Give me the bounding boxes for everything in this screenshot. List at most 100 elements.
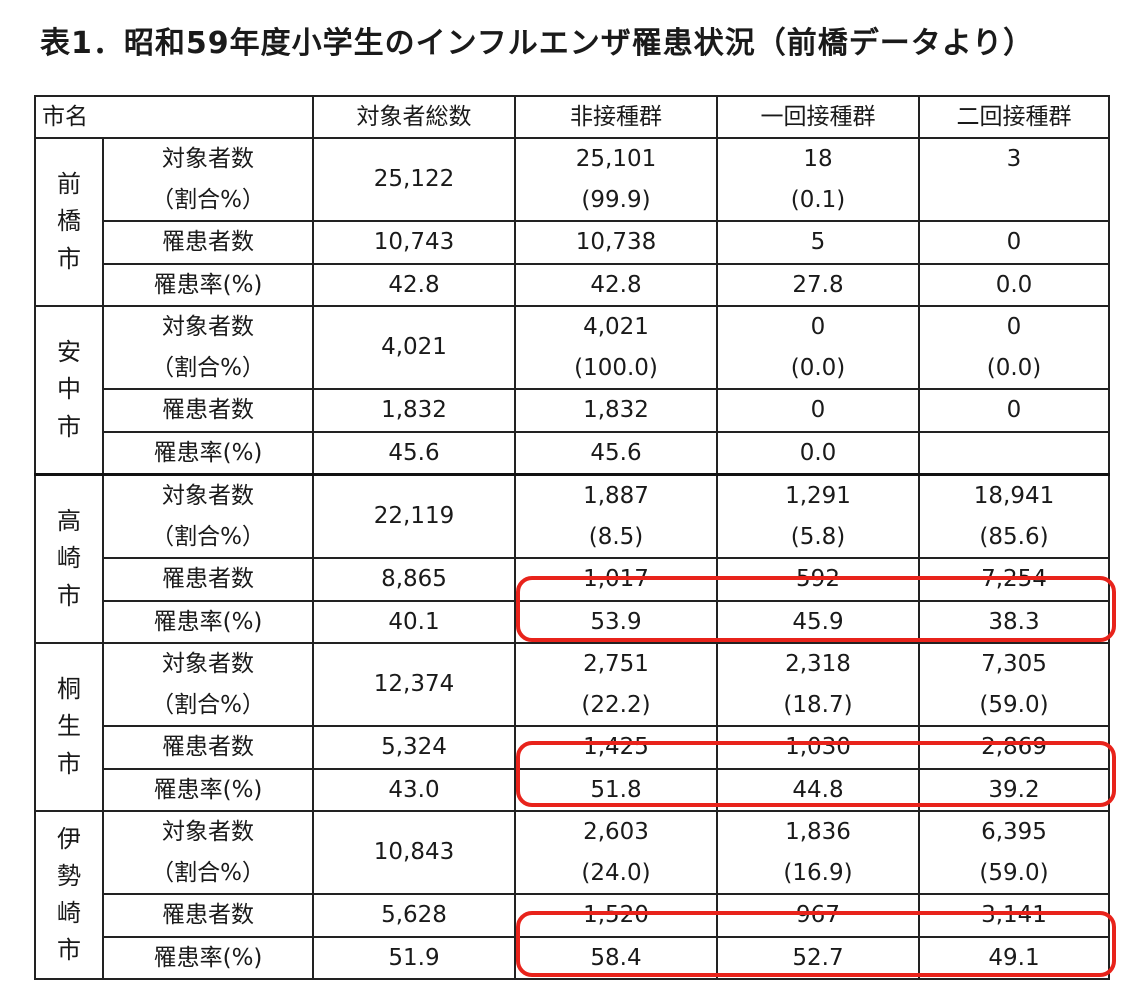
total-rate: 45.6 xyxy=(312,430,516,476)
total-rate: 42.8 xyxy=(312,262,516,307)
subjects-cell: 1,836 xyxy=(716,810,920,853)
patients-cell: 0 xyxy=(918,388,1110,433)
subjects-cell: 1,887 xyxy=(514,473,718,517)
table-row: （割合%） (22.2) (18.7) (59.0) xyxy=(35,684,1110,727)
total-rate: 43.0 xyxy=(312,767,516,812)
row-label: 対象者数 xyxy=(102,642,314,685)
rate-cell: 27.8 xyxy=(716,262,920,307)
rate-cell: 45.6 xyxy=(514,430,718,476)
subjects-cell: 2,751 xyxy=(514,642,718,685)
table-row: 罹患者数 1,832 1,832 0 0 xyxy=(35,388,1110,433)
table-row: 罹患者数 5,324 1,425 1,030 2,869 xyxy=(35,725,1110,770)
row-label: 罹患者数 xyxy=(102,893,314,938)
patients-cell: 1,017 xyxy=(514,557,718,602)
row-label: （割合%） xyxy=(102,347,314,390)
patients-cell: 2,869 xyxy=(918,725,1110,770)
row-label: 対象者数 xyxy=(102,305,314,348)
total-subjects: 25,122 xyxy=(312,137,516,222)
city-name: 前橋市 xyxy=(34,137,104,307)
total-subjects: 22,119 xyxy=(312,473,516,559)
rate-cell: 0.0 xyxy=(918,262,1110,307)
table-row: 前橋市 対象者数 25,122 25,101 18 3 xyxy=(34,137,1110,307)
ratio-cell: (22.2) xyxy=(514,684,718,727)
ratio-cell: (0.0) xyxy=(716,347,920,390)
ratio-cell: (99.9) xyxy=(514,179,718,222)
column-header: 市名 xyxy=(34,95,314,139)
total-patients: 8,865 xyxy=(312,557,516,602)
row-label: 罹患率(%) xyxy=(102,262,314,307)
city-name-text: 高崎市 xyxy=(57,507,81,610)
column-header: 一回接種群 xyxy=(716,95,920,139)
subjects-cell: 2,318 xyxy=(716,642,920,685)
city-name-text: 桐生市 xyxy=(57,675,81,778)
rate-cell: 0.0 xyxy=(716,430,920,476)
subjects-cell: 7,305 xyxy=(918,642,1110,685)
column-header: 対象者総数 xyxy=(312,95,516,139)
patients-cell: 1,030 xyxy=(716,725,920,770)
city-name: 伊勢崎市 xyxy=(34,810,104,980)
ratio-cell xyxy=(918,179,1110,222)
subjects-cell: 18,941 xyxy=(918,473,1110,517)
column-header: 二回接種群 xyxy=(918,95,1110,139)
subjects-cell: 1,291 xyxy=(716,473,920,517)
patients-cell: 1,425 xyxy=(514,725,718,770)
total-rate: 40.1 xyxy=(312,599,516,644)
total-subjects: 12,374 xyxy=(312,642,516,727)
patients-cell: 3,141 xyxy=(918,893,1110,938)
ratio-cell: (24.0) xyxy=(514,852,718,895)
table-row: 罹患者数 10,743 10,738 5 0 xyxy=(35,220,1110,265)
table-row: （割合%） (100.0) (0.0) (0.0) xyxy=(35,347,1110,390)
header-row: 市名 対象者総数 非接種群 一回接種群 二回接種群 xyxy=(34,95,1110,139)
city-name: 安中市 xyxy=(34,305,104,476)
subjects-cell: 3 xyxy=(918,137,1110,180)
total-rate: 51.9 xyxy=(312,935,516,980)
city-name-text: 前橋市 xyxy=(57,170,81,273)
subjects-cell: 25,101 xyxy=(514,137,718,180)
total-patients: 1,832 xyxy=(312,388,516,433)
patients-cell: 7,254 xyxy=(918,557,1110,602)
ratio-cell: (85.6) xyxy=(918,516,1110,559)
patients-cell: 967 xyxy=(716,893,920,938)
subjects-cell: 2,603 xyxy=(514,810,718,853)
ratio-cell: (59.0) xyxy=(918,684,1110,727)
table-row: （割合%） (24.0) (16.9) (59.0) xyxy=(35,852,1110,895)
rate-cell xyxy=(918,430,1110,476)
row-label: （割合%） xyxy=(102,516,314,559)
patients-cell: 5 xyxy=(716,220,920,265)
row-label: 罹患率(%) xyxy=(102,430,314,476)
patients-cell: 592 xyxy=(716,557,920,602)
table-row: 罹患者数 8,865 1,017 592 7,254 xyxy=(35,557,1110,602)
row-label: 罹患率(%) xyxy=(102,935,314,980)
table-row: （割合%） (99.9) (0.1) xyxy=(35,179,1110,222)
table-row: 伊勢崎市 対象者数 10,843 2,603 1,836 6,395 xyxy=(34,810,1110,980)
table-row: 桐生市 対象者数 12,374 2,751 2,318 7,305 xyxy=(34,642,1110,812)
city-name: 高崎市 xyxy=(34,473,104,644)
row-label: 対象者数 xyxy=(102,137,314,180)
row-label: （割合%） xyxy=(102,179,314,222)
rate-cell: 39.2 xyxy=(918,767,1110,812)
rate-cell: 42.8 xyxy=(514,262,718,307)
patients-cell: 1,832 xyxy=(514,388,718,433)
ratio-cell: (59.0) xyxy=(918,852,1110,895)
ratio-cell: (100.0) xyxy=(514,347,718,390)
city-name-text: 伊勢崎市 xyxy=(57,824,81,965)
row-label: 対象者数 xyxy=(102,473,314,517)
ratio-cell: (5.8) xyxy=(716,516,920,559)
subjects-cell: 18 xyxy=(716,137,920,180)
rate-cell: 52.7 xyxy=(716,935,920,980)
column-header: 非接種群 xyxy=(514,95,718,139)
row-label: 罹患率(%) xyxy=(102,767,314,812)
city-name: 桐生市 xyxy=(34,642,104,812)
table-row: 罹患率(%) 40.1 53.9 45.9 38.3 xyxy=(35,599,1110,644)
patients-cell: 0 xyxy=(918,220,1110,265)
row-label: 罹患者数 xyxy=(102,725,314,770)
ratio-cell: (0.1) xyxy=(716,179,920,222)
city-name-text: 安中市 xyxy=(57,338,81,441)
table-row: 高崎市 対象者数 22,119 1,887 1,291 18,941 xyxy=(34,473,1110,644)
total-patients: 10,743 xyxy=(312,220,516,265)
ratio-cell: (18.7) xyxy=(716,684,920,727)
table-title: 表1．昭和59年度小学生のインフルエンザ罹患状況（前橋データより） xyxy=(40,26,1035,61)
row-label: 罹患率(%) xyxy=(102,599,314,644)
row-label: 罹患者数 xyxy=(102,388,314,433)
subjects-cell: 4,021 xyxy=(514,305,718,348)
